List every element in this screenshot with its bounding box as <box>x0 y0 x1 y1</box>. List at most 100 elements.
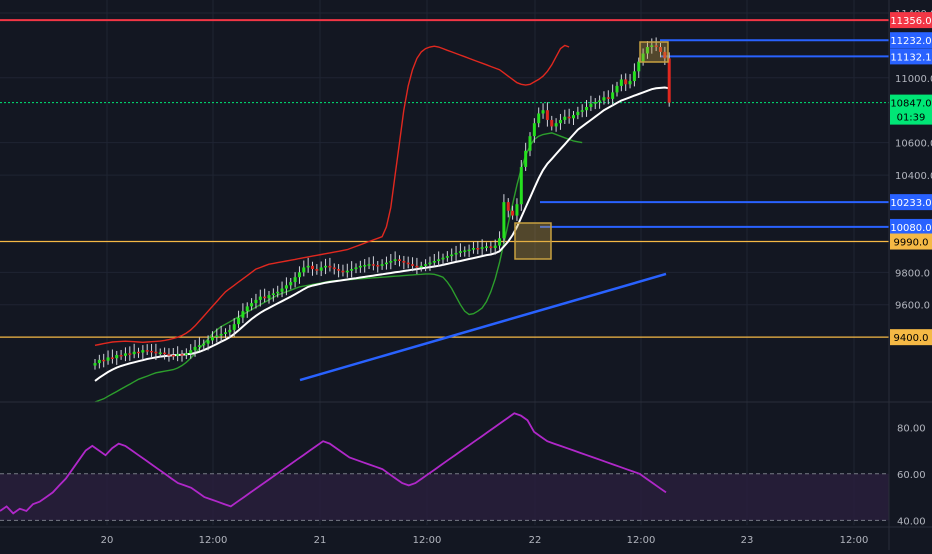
price-level-label: 11356.0 <box>890 16 931 27</box>
candle-down <box>137 351 140 354</box>
x-tick-label: 12:00 <box>840 535 869 546</box>
candle-up <box>106 357 110 361</box>
candle-up <box>345 270 349 273</box>
candle-up <box>271 293 275 296</box>
candle-up <box>537 113 541 124</box>
candle-up <box>458 251 462 253</box>
candle-down <box>402 260 406 263</box>
candle-up <box>245 306 249 312</box>
candle-up <box>580 110 584 112</box>
candle-up <box>628 81 632 85</box>
y-tick-label: 9600.0 <box>895 301 930 312</box>
candle-up <box>350 269 354 271</box>
candle-up <box>284 285 288 289</box>
candle-down <box>315 269 319 271</box>
candle-up <box>302 267 306 273</box>
candle-down <box>311 265 314 270</box>
candle-up <box>123 353 127 356</box>
candle-up <box>354 267 358 270</box>
candle-down <box>667 58 671 103</box>
candle-up <box>585 106 589 111</box>
last-price-tag <box>890 94 932 125</box>
y-tick-label: 10400.0 <box>895 171 932 182</box>
candle-up <box>641 53 645 62</box>
candle-up <box>358 265 362 268</box>
candle-down <box>567 116 571 119</box>
x-tick-label: 20 <box>101 535 114 546</box>
candle-up <box>258 296 262 300</box>
candle-up <box>541 110 545 114</box>
candle-up <box>215 335 219 338</box>
last-price-label: 10847.0 <box>890 99 931 110</box>
price-level-tag <box>890 12 932 29</box>
candle-up <box>602 97 606 101</box>
price-level-tag <box>890 32 932 49</box>
candle-up <box>485 246 488 248</box>
candle-down <box>341 270 345 273</box>
price-labels: 11356.0 11232.0 11132.1 10233.0 10080.0 9990.… <box>890 12 932 346</box>
candle-up <box>519 166 523 205</box>
candle-up <box>558 119 562 124</box>
candle-up <box>193 346 197 351</box>
candle-up <box>297 272 301 278</box>
rsi-tick-label: 60.00 <box>897 470 926 481</box>
grid <box>0 0 889 525</box>
candle-down <box>145 350 149 352</box>
x-tick-label: 21 <box>314 535 327 546</box>
breakout-highlight-box <box>514 222 552 260</box>
price-level-label: 11132.1 <box>890 52 931 63</box>
price-level-label: 9990.0 <box>894 238 929 249</box>
candle-down <box>511 210 515 216</box>
highlight-boxes <box>514 41 669 260</box>
candle-down <box>332 267 336 270</box>
candle-down <box>663 51 667 59</box>
candle-down <box>128 353 132 355</box>
candle-up <box>532 123 536 137</box>
rsi-tick-label: 80.00 <box>897 423 926 434</box>
candle-up <box>432 260 436 263</box>
rsi-panel <box>0 412 889 521</box>
candle-up <box>502 202 506 239</box>
candle-down <box>398 259 401 261</box>
candle-up <box>637 61 641 72</box>
candle-up <box>324 265 328 268</box>
candle-up <box>598 100 602 103</box>
top-highlight-box <box>639 41 669 63</box>
candle-down <box>489 246 493 249</box>
candle-up <box>254 299 258 304</box>
candle-up <box>176 354 180 356</box>
candle-down <box>102 359 106 362</box>
candle-up <box>389 260 393 263</box>
candle-up <box>645 47 649 54</box>
candle-down <box>110 357 114 359</box>
candle-up <box>554 123 558 127</box>
price-level-label: 9400.0 <box>894 333 929 344</box>
candle-up <box>454 252 458 255</box>
candle-down <box>654 45 658 48</box>
candle-down <box>263 296 267 299</box>
candle-up <box>593 102 597 104</box>
candle-up <box>228 329 232 333</box>
candle-up <box>141 350 145 353</box>
candle-down <box>506 202 510 211</box>
candle-up <box>619 79 623 86</box>
candle-up <box>393 259 397 261</box>
candle-down <box>150 350 154 353</box>
candle-up <box>463 250 467 252</box>
candle-up <box>115 354 119 359</box>
x-tick-label: 12:00 <box>199 535 228 546</box>
candle-up <box>611 92 615 99</box>
candle-up <box>441 257 445 260</box>
candle-up <box>293 277 297 283</box>
blue-moving-average <box>299 272 667 382</box>
price-level-label: 10080.0 <box>890 223 931 234</box>
candle-up <box>132 351 136 355</box>
candle-up <box>498 238 502 246</box>
candle-up <box>197 345 201 347</box>
price-level-tag <box>890 329 932 346</box>
price-level-label: 11232.0 <box>890 36 931 47</box>
